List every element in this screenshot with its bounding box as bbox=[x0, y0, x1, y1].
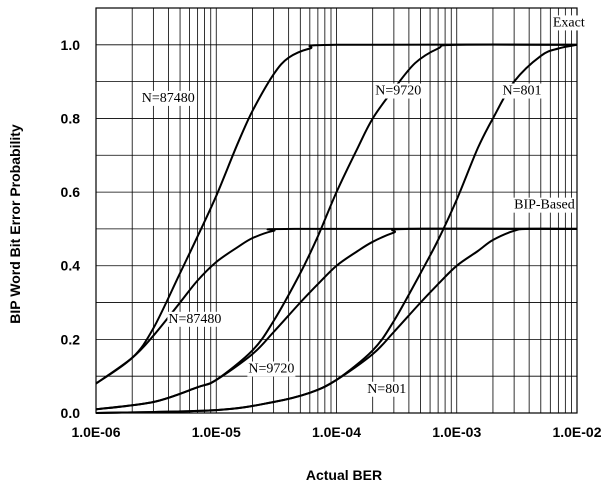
annotation-label: N=87480 bbox=[142, 91, 195, 106]
annotation-background bbox=[501, 83, 543, 99]
x-tick-label: 1.0E-02 bbox=[552, 424, 601, 440]
y-tick-label: 0.0 bbox=[61, 405, 81, 421]
annotation-background bbox=[140, 90, 196, 106]
annotation-label: Exact bbox=[553, 15, 585, 30]
annotation-background bbox=[551, 15, 586, 31]
annotation-label: BIP-Based bbox=[514, 198, 575, 213]
x-axis-title: Actual BER bbox=[306, 467, 382, 483]
annotation-label: N=87480 bbox=[168, 312, 221, 327]
x-tick-label: 1.0E-04 bbox=[312, 424, 361, 440]
plot-frame bbox=[95, 7, 578, 414]
y-tick-label: 0.4 bbox=[61, 258, 81, 274]
annotation-background bbox=[366, 381, 408, 397]
annotation-label: N=9720 bbox=[375, 84, 421, 99]
annotation-background bbox=[247, 361, 296, 377]
annotation-label: N=801 bbox=[502, 84, 541, 99]
x-tick-label: 1.0E-06 bbox=[71, 424, 120, 440]
annotation-background bbox=[167, 311, 223, 327]
y-tick-labels: 0.0 0.2 0.4 0.6 0.8 1.0 bbox=[61, 37, 81, 421]
grid bbox=[95, 7, 577, 414]
y-axis-title: BIP Word Bit Error Probability bbox=[7, 124, 23, 324]
y-tick-label: 0.2 bbox=[61, 331, 81, 347]
series-line-bip-based-n-87480 bbox=[95, 227, 578, 385]
annotation-background bbox=[374, 83, 423, 99]
annotation-label: N=801 bbox=[367, 382, 406, 397]
series-line-bip-based-n-9720 bbox=[95, 227, 578, 411]
y-tick-label: 0.6 bbox=[61, 184, 81, 200]
annotation-background bbox=[513, 197, 576, 213]
y-tick-label: 1.0 bbox=[61, 37, 81, 53]
x-tick-label: 1.0E-03 bbox=[432, 424, 481, 440]
y-tick-label: 0.8 bbox=[61, 110, 81, 126]
series-line-exact-n-87480 bbox=[95, 43, 578, 385]
x-tick-label: 1.0E-05 bbox=[192, 424, 241, 440]
x-tick-labels: 1.0E-06 1.0E-05 1.0E-04 1.0E-03 1.0E-02 bbox=[71, 424, 601, 440]
series-line-bip-based-n-801 bbox=[95, 227, 578, 414]
curves bbox=[95, 43, 578, 414]
annotations: Exact N=87480 N=9720 N=801 BIP-Based N=87480 N… bbox=[140, 15, 586, 397]
annotation-label: N=9720 bbox=[248, 362, 294, 377]
